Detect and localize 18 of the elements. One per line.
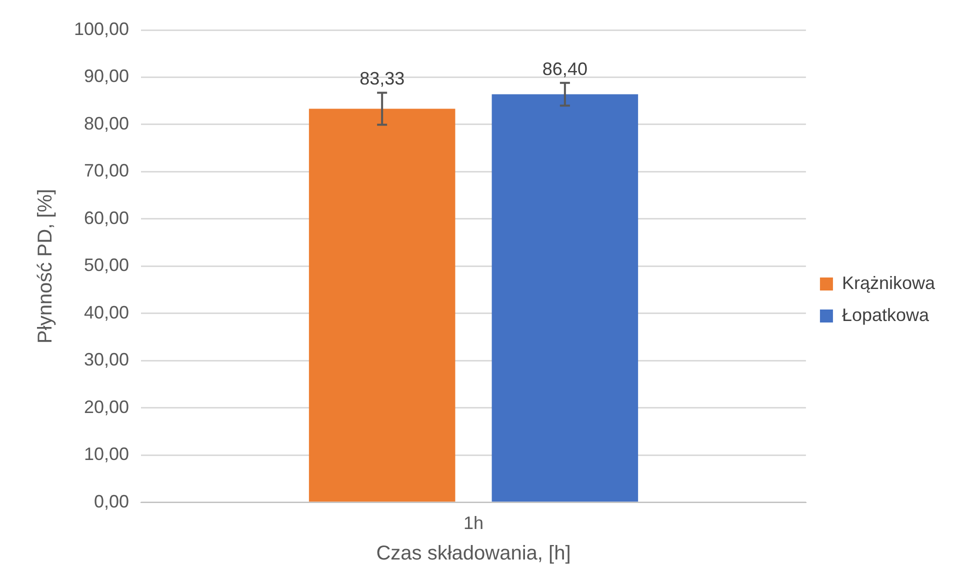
y-tick-label: 0,00 [94,491,130,512]
y-tick-label: 40,00 [84,302,130,322]
legend-label: Łopatkowa [842,304,930,325]
y-tick-label: 90,00 [84,66,130,86]
y-tick-label: 70,00 [84,160,130,181]
y-tick-label: 100,00 [74,18,130,39]
legend-label: Krążnikowa [842,272,936,293]
x-tick-label: 1h [463,513,484,534]
data-label: 86,40 [542,58,588,79]
data-label: 83,33 [360,68,405,89]
y-tick-label: 30,00 [84,350,130,370]
x-axis-title: Czas składowania, [h] [376,542,571,565]
y-tick-label: 80,00 [84,113,130,134]
y-tick-label: 10,00 [84,444,130,464]
y-tick-label: 50,00 [84,255,130,276]
y-tick-label: 20,00 [84,396,130,417]
y-tick-label: 60,00 [84,208,130,228]
y-axis-title: Płynność PD, [%] [34,188,57,344]
